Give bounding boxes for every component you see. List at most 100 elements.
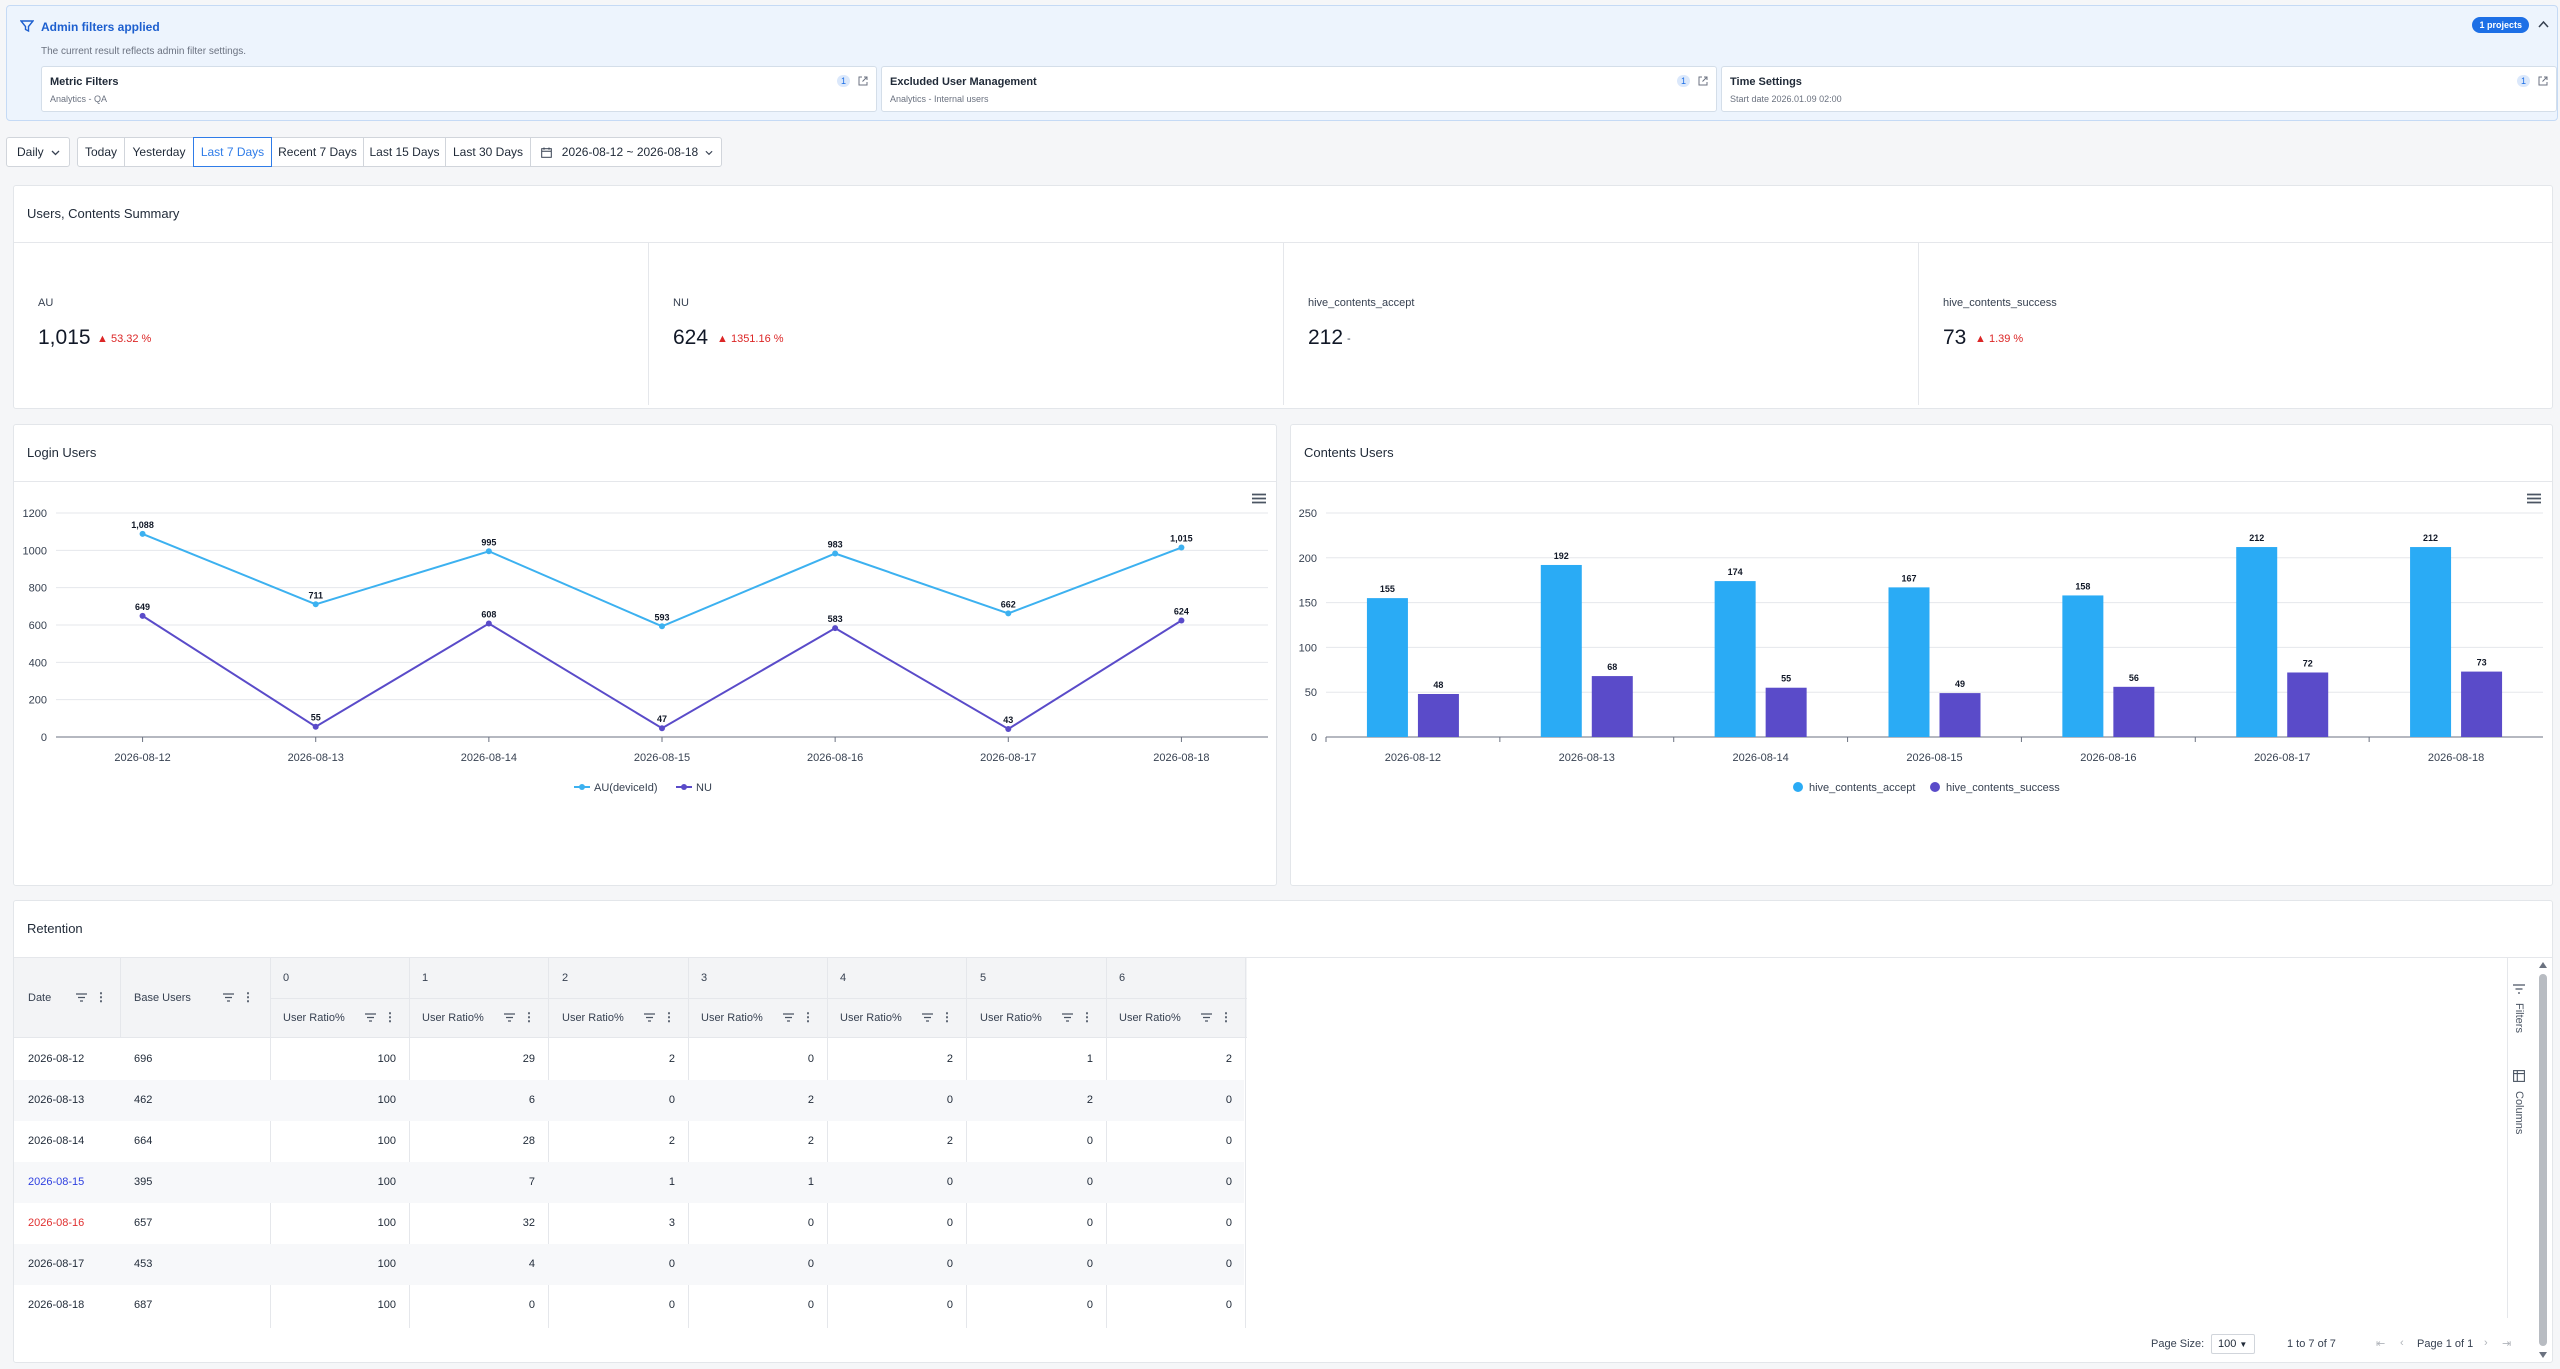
login-users-chart: 0 200 400 600 800 1000 1200 2026-08-12 2026-08-1… xyxy=(23,508,1268,794)
external-link-icon[interactable] xyxy=(858,76,868,86)
count-badge: 1 xyxy=(836,75,850,87)
row-ratio-day-0: 100 xyxy=(377,1299,396,1311)
admin-filters-banner: Admin filters applied The current result… xyxy=(6,5,2558,121)
date-range-value: 2026-08-12 ~ 2026-08-18 xyxy=(561,145,699,159)
bar xyxy=(1417,693,1459,737)
scrollbar-thumb[interactable] xyxy=(2539,974,2547,1346)
data-label: 56 xyxy=(2129,673,2139,683)
column-header-user-ratio[interactable]: User Ratio% xyxy=(840,1012,902,1024)
column-group-header-day-4: 4 xyxy=(840,972,847,984)
row-ratio-day-1: 32 xyxy=(522,1217,535,1229)
row-date: 2026-08-14 xyxy=(28,1135,85,1147)
data-point xyxy=(485,620,492,627)
x-tick-label: 2026-08-15 xyxy=(634,752,690,764)
data-point xyxy=(139,612,146,619)
column-filter-icon[interactable] xyxy=(783,1013,794,1025)
row-ratio-day-3: 2 xyxy=(807,1135,814,1147)
range-last-7-days-button[interactable]: Last 7 Days xyxy=(193,137,272,167)
data-label: 662 xyxy=(1001,599,1016,609)
column-menu-icon[interactable]: ⋮ xyxy=(95,990,107,1004)
data-label: 593 xyxy=(654,612,669,622)
row-ratio-day-1: 0 xyxy=(528,1299,535,1311)
metric-filters-card[interactable]: Metric Filters Analytics - QA 1 xyxy=(41,66,877,112)
column-filter-icon[interactable] xyxy=(504,1013,515,1025)
chart-menu-icon[interactable] xyxy=(1252,493,1266,504)
x-tick-label: 2026-08-18 xyxy=(1153,752,1209,764)
row-base-users: 687 xyxy=(134,1299,153,1311)
x-tick-label: 2026-08-12 xyxy=(114,752,170,764)
column-header-user-ratio[interactable]: User Ratio% xyxy=(980,1012,1042,1024)
row-date: 2026-08-15 xyxy=(28,1176,85,1188)
column-header-user-ratio[interactable]: User Ratio% xyxy=(562,1012,624,1024)
column-menu-icon[interactable]: ⋮ xyxy=(384,1010,396,1024)
bar xyxy=(2062,595,2104,737)
row-ratio-day-0: 100 xyxy=(377,1053,396,1065)
stat-delta: - xyxy=(1347,333,1351,345)
stat-nu: NU 624 ▲ 1351.16 % xyxy=(649,242,1284,405)
y-tick-label: 0 xyxy=(41,732,47,744)
column-menu-icon[interactable]: ⋮ xyxy=(1220,1010,1232,1024)
data-label: 55 xyxy=(1781,674,1791,684)
column-filter-icon[interactable] xyxy=(76,993,87,1005)
data-label: 649 xyxy=(135,602,150,612)
column-filter-icon[interactable] xyxy=(644,1013,655,1025)
side-tab-columns[interactable]: Columns xyxy=(2513,1069,2527,1139)
row-base-users: 696 xyxy=(134,1053,153,1065)
legend-item: hive_contents_success xyxy=(1946,782,2060,794)
vertical-scrollbar[interactable] xyxy=(2536,958,2550,1362)
column-menu-icon[interactable]: ⋮ xyxy=(523,1010,535,1024)
range-last-15-days-button[interactable]: Last 15 Days xyxy=(363,137,446,167)
x-tick-label: 2026-08-16 xyxy=(2080,752,2136,764)
column-filter-icon[interactable] xyxy=(922,1013,933,1025)
side-tab-filters[interactable]: Filters xyxy=(2513,981,2527,1037)
column-group-header-day-3: 3 xyxy=(701,972,708,984)
prev-page-button[interactable]: ‹ xyxy=(2400,1337,2404,1349)
column-header-base-users[interactable]: Base Users xyxy=(134,992,191,1004)
bar xyxy=(2410,547,2452,737)
column-filter-icon[interactable] xyxy=(1062,1013,1073,1025)
table-row-bg xyxy=(14,1244,1244,1285)
admin-filters-title[interactable]: Admin filters applied xyxy=(41,20,160,34)
column-header-user-ratio[interactable]: User Ratio% xyxy=(283,1012,345,1024)
column-header-user-ratio[interactable]: User Ratio% xyxy=(701,1012,763,1024)
column-menu-icon[interactable]: ⋮ xyxy=(1081,1010,1093,1024)
excluded-user-management-card[interactable]: Excluded User Management Analytics - Int… xyxy=(881,66,1717,112)
external-link-icon[interactable] xyxy=(1698,76,1708,86)
time-settings-card[interactable]: Time Settings Start date 2026.01.09 02:0… xyxy=(1721,66,2557,112)
x-tick-label: 2026-08-15 xyxy=(1906,752,1962,764)
column-filter-icon[interactable] xyxy=(365,1013,376,1025)
row-ratio-day-1: 28 xyxy=(522,1135,535,1147)
chevron-up-icon[interactable] xyxy=(2538,20,2549,28)
column-separator xyxy=(827,958,828,1328)
column-header-date[interactable]: Date xyxy=(28,992,52,1004)
chart-menu-icon[interactable] xyxy=(2527,493,2541,504)
column-header-user-ratio[interactable]: User Ratio% xyxy=(422,1012,484,1024)
y-tick-label: 100 xyxy=(1299,642,1317,654)
date-range-picker[interactable]: 2026-08-12 ~ 2026-08-18 xyxy=(530,137,722,167)
column-menu-icon[interactable]: ⋮ xyxy=(663,1010,675,1024)
y-tick-label: 0 xyxy=(1311,732,1317,744)
external-link-icon[interactable] xyxy=(2538,76,2548,86)
stat-label: AU xyxy=(38,297,54,309)
column-filter-icon[interactable] xyxy=(1201,1013,1212,1025)
column-filter-icon[interactable] xyxy=(223,993,234,1005)
granularity-select[interactable]: Daily xyxy=(6,137,70,167)
column-menu-icon[interactable]: ⋮ xyxy=(802,1010,814,1024)
first-page-button[interactable]: ⇤ xyxy=(2376,1338,2388,1350)
last-page-button[interactable]: ⇥ xyxy=(2502,1338,2512,1350)
column-separator xyxy=(548,958,549,1328)
column-menu-icon[interactable]: ⋮ xyxy=(941,1010,953,1024)
column-menu-icon[interactable]: ⋮ xyxy=(242,990,254,1004)
next-page-button[interactable]: › xyxy=(2484,1337,2488,1349)
page-size-select[interactable]: 100 ▼ xyxy=(2211,1334,2255,1354)
row-ratio-day-4: 0 xyxy=(946,1258,953,1270)
range-yesterday-button[interactable]: Yesterday xyxy=(124,137,194,167)
column-separator xyxy=(120,958,121,1038)
summary-title: Users, Contents Summary xyxy=(27,206,180,221)
row-ratio-day-0: 100 xyxy=(377,1258,396,1270)
contents-users-panel: Contents Users 0 50 100 150 200 250 2026-08-12… xyxy=(1290,424,2553,886)
column-header-user-ratio[interactable]: User Ratio% xyxy=(1119,1012,1181,1024)
range-last-30-days-button[interactable]: Last 30 Days xyxy=(445,137,531,167)
range-recent-7-days-button[interactable]: Recent 7 Days xyxy=(271,137,364,167)
range-today-button[interactable]: Today xyxy=(77,137,125,167)
